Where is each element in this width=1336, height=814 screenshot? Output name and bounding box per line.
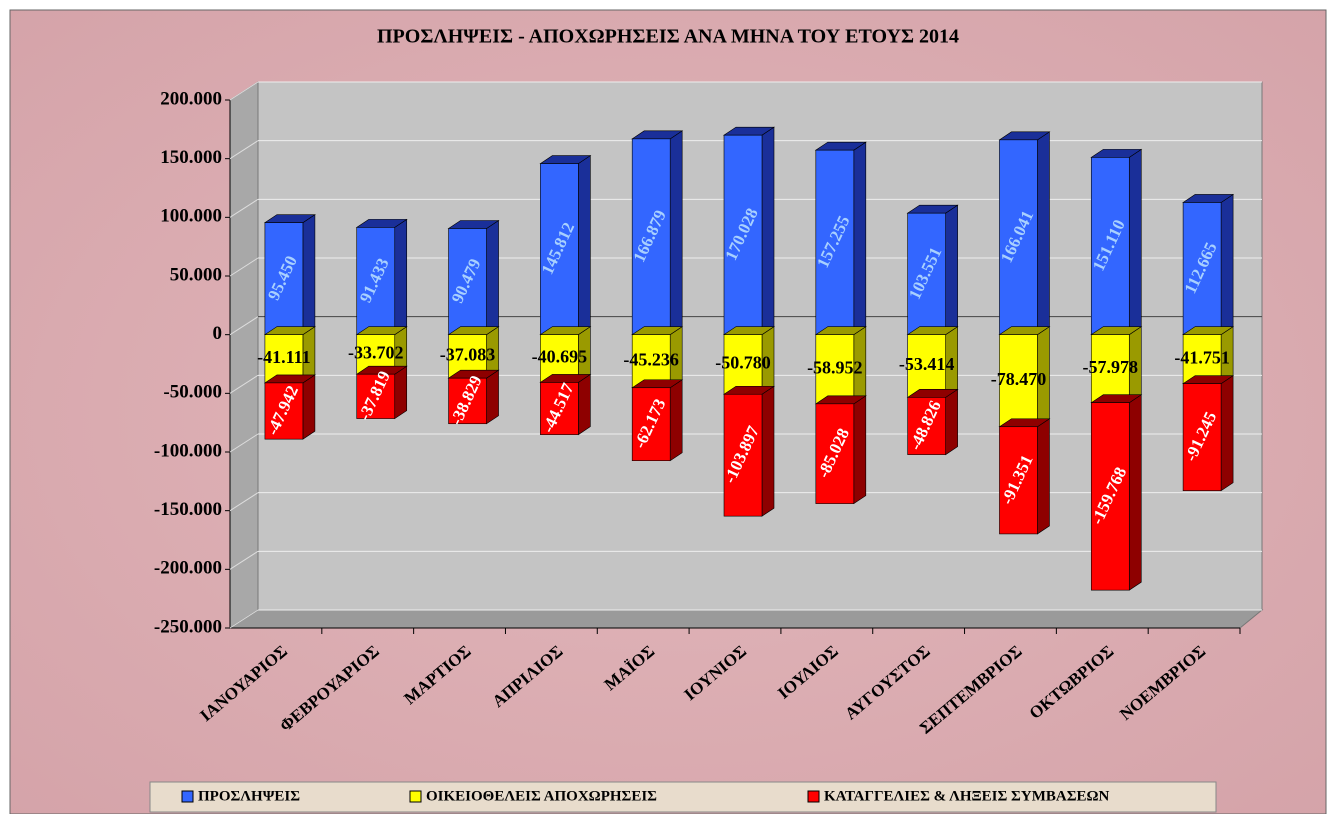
- bar-side: [853, 141, 867, 336]
- bar: [1090, 402, 1130, 591]
- legend-label: ΚΑΤΑΓΓΕΛΙΕΣ & ΛΗΞΕΙΣ ΣΥΜΒΑΣΕΩΝ: [824, 788, 1110, 804]
- bar-side: [945, 388, 958, 456]
- legend-swatch: [181, 790, 194, 803]
- grid-line: [229, 316, 259, 336]
- bar-side: [1220, 193, 1234, 336]
- data-label: -58.952: [807, 357, 863, 377]
- bar-side: [669, 379, 683, 462]
- bar-side: [486, 219, 499, 336]
- side-wall: [229, 81, 259, 629]
- bar: [540, 163, 579, 335]
- legend: [149, 781, 1217, 813]
- bar: [999, 334, 1038, 428]
- legend-swatch: [807, 790, 820, 803]
- bar-side: [302, 214, 316, 336]
- bar: [907, 334, 946, 398]
- grid-line: [229, 609, 259, 629]
- bar: [1090, 334, 1130, 403]
- y-tick-label: 150.000: [160, 147, 222, 168]
- bar: [631, 387, 671, 461]
- bar: [999, 139, 1038, 335]
- bar-side: [578, 155, 591, 336]
- bar-side: [1128, 148, 1142, 336]
- bar-side: [394, 218, 408, 336]
- grid-line: [229, 374, 259, 394]
- data-label: -40.695: [532, 347, 588, 367]
- grid-line: [229, 492, 259, 512]
- bar: [448, 377, 487, 425]
- data-label: -37.083: [440, 345, 496, 365]
- y-tick-label: -200.000: [154, 558, 222, 579]
- bar-side: [578, 373, 591, 436]
- bar: [631, 334, 671, 389]
- bar-side: [1037, 131, 1050, 336]
- bar: [815, 334, 855, 405]
- y-tick-label: 50.000: [170, 264, 222, 285]
- data-label: -78.470: [991, 369, 1047, 389]
- bar-side: [1128, 394, 1142, 591]
- bar: [356, 373, 396, 419]
- legend-label: ΠΡΟΣΛΗΨΕΙΣ: [198, 788, 300, 804]
- data-label: -33.702: [348, 343, 404, 363]
- data-label: -45.236: [623, 349, 679, 369]
- bar: [723, 393, 763, 517]
- bar-side: [853, 395, 867, 505]
- bar-side: [669, 130, 683, 336]
- chart-title: ΠΡΟΣΛΗΨΕΙΣ - ΑΠΟΧΩΡΗΣΕΙΣ ΑΝΑ ΜΗΝΑ ΤΟΥ ΕΤ…: [377, 26, 959, 48]
- bar-side: [1220, 375, 1234, 492]
- bar-side: [945, 204, 958, 336]
- data-label: -53.414: [899, 354, 955, 374]
- legend-label: ΟΙΚΕΙΟΘΕΛΕΙΣ ΑΠΟΧΩΡΗΣΕΙΣ: [426, 788, 657, 804]
- bar: [264, 382, 304, 440]
- data-label: -57.978: [1083, 357, 1139, 377]
- bar: [1182, 202, 1222, 335]
- bar: [540, 382, 579, 435]
- bar: [907, 212, 946, 335]
- y-tick-label: -250.000: [154, 616, 222, 637]
- floor: [228, 609, 1264, 629]
- bar-side: [1037, 418, 1050, 535]
- bar-side: [486, 369, 499, 425]
- bar-side: [302, 374, 316, 440]
- bar: [1090, 157, 1130, 335]
- y-tick-label: 200.000: [160, 88, 222, 109]
- grid-line: [229, 198, 259, 218]
- bar: [815, 403, 855, 504]
- bar: [907, 397, 946, 455]
- data-label: -50.780: [715, 353, 771, 373]
- bar: [815, 149, 855, 335]
- y-tick-label: -50.000: [163, 382, 222, 403]
- legend-swatch: [409, 790, 422, 803]
- grid-line: [229, 550, 259, 570]
- bar: [1182, 383, 1222, 492]
- bar: [723, 334, 763, 395]
- bar-side: [761, 126, 775, 336]
- bar-side: [761, 385, 775, 517]
- y-tick-label: -150.000: [154, 499, 222, 520]
- data-label: -41.751: [1174, 347, 1230, 367]
- bar: [356, 227, 396, 335]
- bar: [264, 222, 304, 335]
- bar-side: [394, 365, 408, 420]
- grid-line: [229, 433, 259, 453]
- y-tick-label: 100.000: [160, 206, 222, 227]
- bar: [448, 228, 487, 335]
- bar: [999, 426, 1038, 535]
- y-tick-label: 0: [213, 323, 223, 344]
- data-label: -41.111: [257, 347, 311, 367]
- grid-line: [229, 257, 259, 277]
- bar: [723, 134, 763, 335]
- grid-line: [229, 81, 259, 101]
- grid-line: [229, 140, 259, 160]
- y-tick-label: -100.000: [154, 440, 222, 461]
- bar: [631, 138, 671, 335]
